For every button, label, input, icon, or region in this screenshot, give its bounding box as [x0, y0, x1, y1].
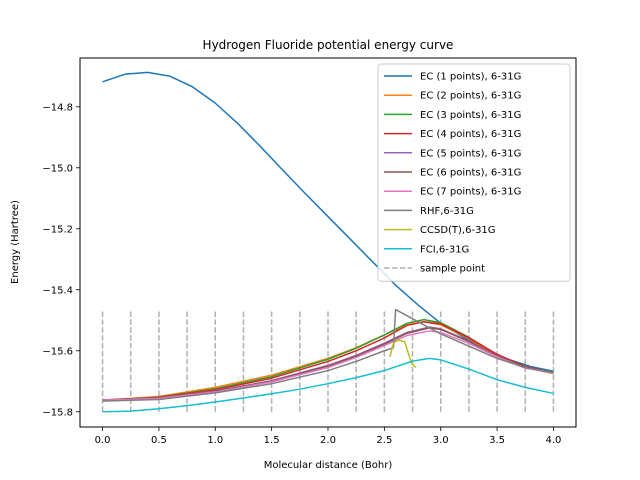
- legend-label: FCI,6-31G: [420, 244, 469, 255]
- y-tick-label: −15.2: [42, 224, 73, 235]
- legend-label: EC (4 points), 6-31G: [420, 129, 521, 140]
- legend-label: sample point: [420, 264, 485, 275]
- legend-label: RHF,6-31G: [420, 206, 474, 217]
- x-tick-label: 1.5: [264, 435, 280, 446]
- legend-box: [377, 63, 571, 282]
- legend-label: EC (2 points), 6-31G: [420, 91, 521, 102]
- x-tick-label: 2.0: [320, 435, 336, 446]
- series-line-4: [102, 321, 554, 401]
- legend-label: EC (5 points), 6-31G: [420, 148, 521, 159]
- series-line-8: [102, 308, 554, 402]
- legend-label: EC (1 points), 6-31G: [420, 72, 521, 83]
- x-axis-label: Molecular distance (Bohr): [264, 460, 393, 471]
- x-tick-label: 0.5: [151, 435, 167, 446]
- y-tick-label: −14.8: [42, 102, 73, 113]
- y-tick-label: −15.0: [42, 163, 73, 174]
- x-tick-label: 1.0: [207, 435, 223, 446]
- y-axis-label: Energy (Hartree): [10, 200, 21, 284]
- plot-series: [102, 71, 554, 413]
- legend-label: CCSD(T),6-31G: [420, 225, 496, 236]
- series-line-10: [102, 357, 554, 413]
- y-tick-label: −15.6: [42, 346, 73, 357]
- x-tick-label: 3.0: [433, 435, 449, 446]
- chart-title: Hydrogen Fluoride potential energy curve: [203, 38, 454, 52]
- x-tick-label: 2.5: [376, 435, 392, 446]
- x-axis-ticks: 0.0 0.5 1.0 1.5 2.0 2.5 3.0 3.5 4.0: [95, 427, 562, 446]
- legend-label: EC (6 points), 6-31G: [420, 168, 521, 179]
- legend: EC (1 points), 6-31G EC (2 points), 6-31G…: [377, 63, 571, 282]
- x-tick-label: 4.0: [546, 435, 562, 446]
- series-line-9: [389, 339, 417, 369]
- legend-label: EC (3 points), 6-31G: [420, 110, 521, 121]
- y-tick-label: −15.4: [42, 285, 73, 296]
- y-tick-label: −15.8: [42, 407, 73, 418]
- x-tick-label: 0.0: [95, 435, 111, 446]
- x-tick-label: 3.5: [489, 435, 505, 446]
- series-line-7: [102, 330, 554, 401]
- y-axis-ticks: −15.8 −15.6 −15.4 −15.2 −15.0 −14.8: [42, 102, 80, 418]
- legend-label: EC (7 points), 6-31G: [420, 187, 521, 198]
